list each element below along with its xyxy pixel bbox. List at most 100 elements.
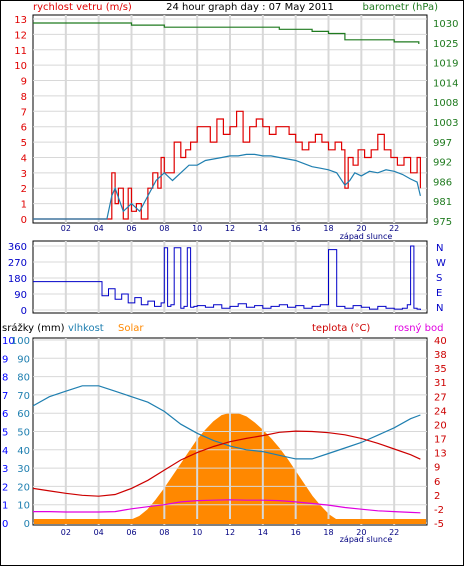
wind-barometer-panel: rychlost vetru (m/s) 24 hour graph day :…	[14, 2, 458, 241]
temperature-tick-label: 35	[434, 364, 447, 375]
humidity-tick-label: 100	[11, 336, 30, 347]
humidity-tick-label: 50	[17, 428, 30, 439]
barometer-tick-label: 1003	[433, 118, 458, 129]
temperature-tick-label: 9	[434, 463, 440, 474]
rain-tick-label: 3	[2, 464, 8, 475]
humidity-tick-label: 30	[17, 464, 30, 475]
x-tick-label: 06	[126, 224, 136, 233]
humidity-tick-label: 90	[17, 354, 30, 365]
barometer-tick-label: 1030	[433, 19, 458, 30]
x-tick-label: 02	[61, 224, 71, 233]
barometer-line	[33, 22, 420, 44]
rain-bar	[34, 519, 426, 524]
x-tick-label: 08	[159, 528, 169, 537]
x-tick-label: 04	[94, 224, 104, 233]
x-tick-label: 10	[192, 224, 202, 233]
wind-axis-label: rychlost vetru (m/s)	[33, 2, 132, 13]
x-tick-label: 14	[258, 224, 268, 233]
wind-tick-label: 9	[21, 77, 27, 88]
wind-tick-label: 0	[21, 215, 27, 226]
temperature-tick-label: 38	[434, 350, 447, 361]
direction-tick-label: 0	[21, 306, 27, 317]
compass-tick-label: S	[436, 273, 442, 284]
x-tick-label: 12	[225, 224, 235, 233]
rain-tick-label: 0	[2, 519, 8, 530]
humidity-tick-label: 60	[17, 409, 30, 420]
direction-tick-label: 180	[8, 274, 27, 285]
temperature-tick-label: 6	[434, 477, 440, 488]
sunset-label-bottom: západ slunce	[340, 535, 393, 544]
climate-panel: srážky (mm) vlhkost Solar teplota (°C) r…	[2, 322, 447, 544]
rain-tick-label: 6	[2, 409, 8, 420]
barometer-tick-label: 1014	[433, 78, 458, 89]
x-tick-label: 18	[323, 528, 333, 537]
x-tick-label: 12	[225, 528, 235, 537]
rain-tick-label: 2	[2, 482, 8, 493]
humidity-tick-label: 40	[17, 446, 30, 457]
x-tick-label: 20	[356, 528, 366, 537]
temperature-tick-label: -2	[434, 505, 444, 516]
temperature-axis-label: teplota (°C)	[312, 323, 370, 334]
x-tick-label: 22	[389, 528, 399, 537]
compass-tick-label: E	[436, 288, 442, 299]
rain-tick-label: 8	[2, 373, 8, 384]
temperature-tick-label: 13	[434, 449, 447, 460]
barometer-tick-label: 992	[433, 158, 452, 169]
wind-tick-label: 2	[21, 184, 27, 195]
temperature-tick-label: 27	[434, 392, 447, 403]
barometer-tick-label: 986	[433, 177, 452, 188]
x-tick-label: 16	[291, 224, 301, 233]
compass-tick-label: N	[436, 243, 443, 254]
wind-tick-label: 1	[21, 200, 27, 211]
chart-title: 24 hour graph day : 07 May 2011	[166, 2, 334, 13]
barometer-tick-label: 1008	[433, 98, 458, 109]
x-tick-label: 10	[192, 528, 202, 537]
dewpoint-axis-label: rosný bod	[394, 322, 443, 334]
temperature-tick-label: -5	[434, 519, 444, 530]
humidity-tick-label: 10	[17, 501, 30, 512]
wind-tick-label: 8	[21, 92, 27, 103]
temperature-tick-label: 20	[434, 420, 447, 431]
direction-tick-label: 270	[8, 258, 27, 269]
wind-direction-line	[33, 245, 421, 310]
wind-gust-line	[33, 110, 421, 220]
barometer-axis-label: barometr (hPa)	[363, 2, 439, 13]
humidity-line	[32, 385, 421, 460]
rain-tick-label: 5	[2, 428, 8, 439]
rain-axis-label: srážky (mm)	[2, 322, 65, 334]
rain-tick-label: 10	[2, 336, 15, 347]
x-tick-label: 22	[389, 224, 399, 233]
x-tick-label: 18	[323, 224, 333, 233]
compass-tick-label: N	[436, 303, 443, 314]
barometer-tick-label: 1019	[433, 59, 458, 70]
temperature-tick-label: 24	[434, 406, 447, 417]
humidity-tick-label: 80	[17, 373, 30, 384]
x-tick-label: 08	[159, 224, 169, 233]
temperature-tick-label: 17	[434, 435, 447, 446]
humidity-tick-label: 70	[17, 391, 30, 402]
rain-tick-label: 4	[2, 446, 8, 457]
humidity-tick-label: 0	[24, 519, 30, 530]
barometer-tick-label: 1025	[433, 39, 458, 50]
x-tick-label: 20	[356, 224, 366, 233]
temperature-tick-label: 40	[434, 336, 447, 347]
x-tick-label: 16	[291, 528, 301, 537]
barometer-tick-label: 981	[433, 197, 452, 208]
humidity-axis-label: vlhkost	[68, 323, 104, 334]
wind-tick-label: 7	[21, 107, 27, 118]
direction-tick-label: 360	[8, 242, 27, 253]
wind-tick-label: 5	[21, 138, 27, 149]
temperature-tick-label: 2	[434, 491, 440, 502]
x-tick-label: 06	[126, 528, 136, 537]
humidity-tick-label: 20	[17, 482, 30, 493]
dewpoint-line	[33, 499, 421, 514]
x-tick-label: 14	[258, 528, 268, 537]
sunset-label-top: západ slunce	[340, 232, 393, 241]
wind-tick-label: 10	[14, 61, 27, 72]
barometer-tick-label: 975	[433, 217, 452, 228]
compass-tick-label: W	[436, 258, 446, 269]
solar-axis-label: Solar	[118, 323, 144, 334]
temperature-line	[32, 430, 421, 497]
